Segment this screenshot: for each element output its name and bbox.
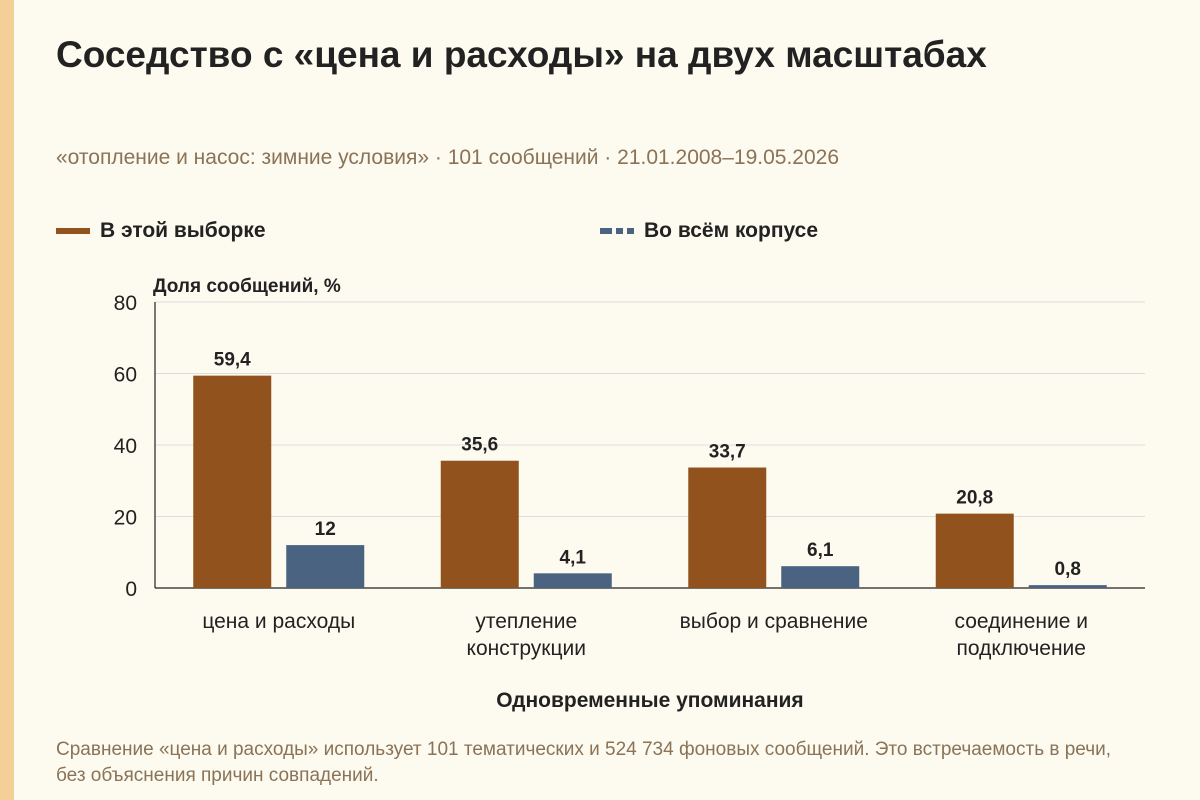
x-axis-title: Одновременные упоминания <box>496 689 803 712</box>
bar <box>533 573 612 588</box>
bar <box>193 375 272 588</box>
x-tick-label: подключение <box>957 637 1086 660</box>
y-axis-title: Доля сообщений, % <box>153 276 341 297</box>
legend-item-corpus: Во всём корпусе <box>600 219 818 243</box>
y-tick-label: 40 <box>114 435 137 458</box>
bar <box>935 513 1014 588</box>
x-tick-label: конструкции <box>467 637 586 660</box>
bar-value-label: 20,8 <box>956 488 993 509</box>
bar-value-label: 33,7 <box>709 442 746 463</box>
chart-title: Соседство с «цена и расходы» на двух мас… <box>56 34 987 75</box>
bar-value-label: 59,4 <box>214 350 251 371</box>
y-tick-label: 60 <box>114 364 137 387</box>
x-tick-label: соединение и <box>955 610 1088 633</box>
footnote: Сравнение «цена и расходы» использует 10… <box>56 739 1112 786</box>
x-tick-label: цена и расходы <box>202 610 355 633</box>
y-tick-label: 20 <box>114 507 137 530</box>
bar <box>286 545 365 588</box>
bar-value-label: 6,1 <box>807 540 834 561</box>
bar <box>440 460 519 588</box>
x-tick-label: выбор и сравнение <box>680 610 868 633</box>
bar <box>688 467 767 588</box>
legend-item-sample: В этой выборке <box>56 219 266 243</box>
bar-value-label: 12 <box>315 519 336 540</box>
y-tick-label: 80 <box>114 292 137 315</box>
legend-swatch-corpus <box>600 228 635 234</box>
bar-value-label: 0,8 <box>1055 559 1081 580</box>
legend-label-sample: В этой выборке <box>100 219 266 242</box>
bar <box>1028 585 1107 588</box>
accent-stripe <box>0 0 14 800</box>
chart-subtitle: «отопление и насос: зимние условия» · 10… <box>56 146 840 169</box>
x-tick-label: утепление <box>475 610 577 633</box>
legend-label-corpus: Во всём корпусе <box>644 219 819 242</box>
legend-swatch-sample <box>56 228 90 234</box>
bar <box>781 566 860 588</box>
bar-value-label: 4,1 <box>560 547 587 568</box>
y-tick-label: 0 <box>125 578 137 601</box>
bar-value-label: 35,6 <box>461 435 498 456</box>
